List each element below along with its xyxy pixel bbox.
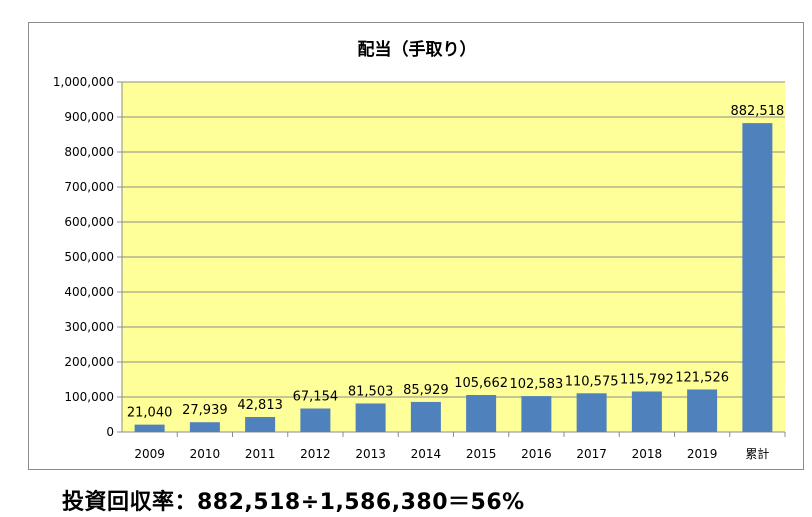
data-label: 105,662 (454, 376, 508, 391)
y-tick-label: 700,000 (64, 180, 114, 194)
bar (742, 123, 773, 432)
y-tick-label: 900,000 (64, 110, 114, 124)
data-label: 115,792 (620, 372, 674, 387)
x-tick-label: 2009 (134, 447, 165, 461)
data-label: 27,939 (182, 403, 228, 418)
bar (521, 396, 552, 432)
data-label: 81,503 (348, 384, 394, 399)
dividend-bar-chart: 配当（手取り） 0 100,000 200,000 300,000 400,000 500… (53, 39, 786, 461)
data-label: 42,813 (237, 398, 283, 413)
x-tick-label: 累計 (745, 446, 769, 461)
data-label: 102,583 (509, 377, 563, 392)
y-tick-label: 800,000 (64, 145, 114, 159)
x-tick-label: 2018 (632, 447, 663, 461)
bar (687, 389, 718, 432)
chart-title: 配当（手取り） (358, 39, 477, 60)
bar (576, 393, 607, 432)
bar (134, 424, 165, 432)
data-label: 882,518 (730, 104, 784, 119)
x-tick-label: 2016 (521, 447, 552, 461)
investment-recovery-rate-text: 投資回収率：882,518÷1,586,380＝56% (62, 490, 525, 515)
x-tick-label: 2010 (190, 447, 221, 461)
y-tick-label: 300,000 (64, 320, 114, 334)
bar (245, 417, 276, 432)
data-label: 121,526 (675, 370, 729, 385)
bar (355, 403, 386, 432)
bar (189, 422, 220, 432)
y-tick-label: 1,000,000 (53, 75, 114, 89)
data-label: 21,040 (127, 406, 173, 421)
bar (300, 408, 331, 432)
x-tick-label: 2011 (245, 447, 276, 461)
y-tick-label: 200,000 (64, 355, 114, 369)
y-tick-label: 0 (106, 425, 114, 439)
y-tick-label: 400,000 (64, 285, 114, 299)
chart-frame: 配当（手取り） 0 100,000 200,000 300,000 400,000 500… (28, 22, 804, 470)
x-tick-label: 2019 (687, 447, 718, 461)
data-label: 67,154 (293, 389, 339, 404)
bar (466, 395, 497, 432)
bar (631, 391, 662, 432)
y-tick-label: 100,000 (64, 390, 114, 404)
data-label: 85,929 (403, 383, 449, 398)
x-tick-label: 2015 (466, 447, 497, 461)
y-tick-label: 500,000 (64, 250, 114, 264)
x-tick-label: 2012 (300, 447, 331, 461)
x-tick-label: 2017 (576, 447, 607, 461)
data-label: 110,575 (565, 374, 619, 389)
x-tick-label: 2014 (411, 447, 442, 461)
y-tick-label: 600,000 (64, 215, 114, 229)
x-tick-label: 2013 (355, 447, 386, 461)
bar (410, 401, 441, 432)
